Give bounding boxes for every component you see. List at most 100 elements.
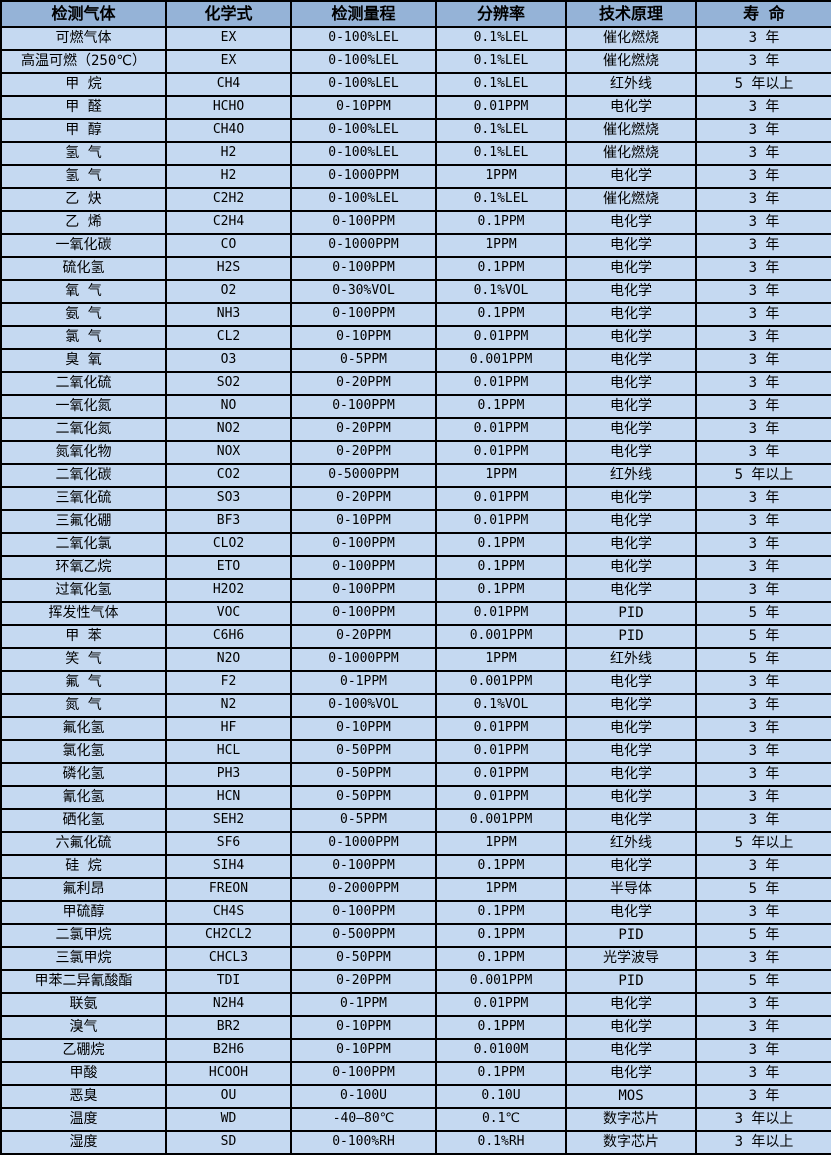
- table-row: 联氨 N2H4 0-1PPM 0.01PPM 电化学 3 年: [0, 992, 831, 1017]
- table-row: 可燃气体 EX 0-100%LEL 0.1%LEL 催化燃烧 3 年: [0, 26, 831, 51]
- cell-resolution: 1PPM: [435, 164, 567, 189]
- table-row: 甲硫醇 CH4S 0-100PPM 0.1PPM 电化学 3 年: [0, 900, 831, 925]
- cell-lifespan: 3 年: [695, 1061, 831, 1086]
- table-row: 氮 气 N2 0-100%VOL 0.1%VOL 电化学 3 年: [0, 693, 831, 718]
- cell-resolution: 0.1PPM: [435, 256, 567, 281]
- cell-range: 0-100PPM: [290, 555, 437, 580]
- cell-principle: 电化学: [565, 210, 697, 235]
- cell-gas: 氢 气: [0, 164, 167, 189]
- cell-gas: 二氧化硫: [0, 371, 167, 396]
- cell-formula: N2O: [165, 647, 292, 672]
- cell-lifespan: 3 年: [695, 118, 831, 143]
- cell-principle: 电化学: [565, 509, 697, 534]
- cell-formula: WD: [165, 1107, 292, 1132]
- cell-formula: CH4S: [165, 900, 292, 925]
- table-row: 过氧化氢 H2O2 0-100PPM 0.1PPM 电化学 3 年: [0, 578, 831, 603]
- cell-principle: 电化学: [565, 693, 697, 718]
- table-row: 氟利昂 FREON 0-2000PPM 1PPM 半导体 5 年: [0, 877, 831, 902]
- cell-resolution: 0.1PPM: [435, 302, 567, 327]
- cell-range: 0-100PPM: [290, 532, 437, 557]
- table-row: 二氧化氯 CLO2 0-100PPM 0.1PPM 电化学 3 年: [0, 532, 831, 557]
- cell-range: 0-100PPM: [290, 601, 437, 626]
- cell-principle: 电化学: [565, 440, 697, 465]
- cell-gas: 笑 气: [0, 647, 167, 672]
- cell-resolution: 0.1%VOL: [435, 693, 567, 718]
- cell-resolution: 0.0100M: [435, 1038, 567, 1063]
- cell-range: 0-5PPM: [290, 348, 437, 373]
- table-row: 一氧化氮 NO 0-100PPM 0.1PPM 电化学 3 年: [0, 394, 831, 419]
- cell-range: 0-1000PPM: [290, 647, 437, 672]
- cell-gas: 三氟化硼: [0, 509, 167, 534]
- cell-principle: 电化学: [565, 762, 697, 787]
- cell-principle: 红外线: [565, 463, 697, 488]
- cell-principle: 电化学: [565, 1061, 697, 1086]
- cell-resolution: 0.1%LEL: [435, 26, 567, 51]
- cell-range: 0-1000PPM: [290, 233, 437, 258]
- table-row: 六氟化硫 SF6 0-1000PPM 1PPM 红外线 5 年以上: [0, 831, 831, 856]
- cell-formula: CL2: [165, 325, 292, 350]
- cell-gas: 硫化氢: [0, 256, 167, 281]
- cell-range: 0-2000PPM: [290, 877, 437, 902]
- cell-formula: F2: [165, 670, 292, 695]
- cell-formula: SIH4: [165, 854, 292, 879]
- cell-resolution: 0.1%LEL: [435, 187, 567, 212]
- cell-formula: SO2: [165, 371, 292, 396]
- cell-formula: H2S: [165, 256, 292, 281]
- cell-gas: 可燃气体: [0, 26, 167, 51]
- cell-formula: SO3: [165, 486, 292, 511]
- cell-gas: 乙 烯: [0, 210, 167, 235]
- cell-range: 0-100PPM: [290, 1061, 437, 1086]
- cell-formula: CH4: [165, 72, 292, 97]
- header-range: 检测量程: [290, 0, 437, 28]
- cell-resolution: 1PPM: [435, 233, 567, 258]
- cell-gas: 甲 醛: [0, 95, 167, 120]
- cell-range: 0-10PPM: [290, 716, 437, 741]
- cell-gas: 氮 气: [0, 693, 167, 718]
- table-row: 笑 气 N2O 0-1000PPM 1PPM 红外线 5 年: [0, 647, 831, 672]
- cell-resolution: 0.1PPM: [435, 532, 567, 557]
- table-row: 二氧化硫 SO2 0-20PPM 0.01PPM 电化学 3 年: [0, 371, 831, 396]
- table-row: 甲 烷 CH4 0-100%LEL 0.1%LEL 红外线 5 年以上: [0, 72, 831, 97]
- cell-lifespan: 3 年: [695, 670, 831, 695]
- cell-range: 0-20PPM: [290, 486, 437, 511]
- cell-principle: 电化学: [565, 394, 697, 419]
- cell-lifespan: 3 年: [695, 486, 831, 511]
- cell-resolution: 0.1PPM: [435, 946, 567, 971]
- cell-principle: 催化燃烧: [565, 118, 697, 143]
- cell-range: 0-100%LEL: [290, 26, 437, 51]
- cell-range: 0-100%LEL: [290, 187, 437, 212]
- cell-lifespan: 3 年: [695, 532, 831, 557]
- cell-range: 0-20PPM: [290, 440, 437, 465]
- cell-gas: 一氧化碳: [0, 233, 167, 258]
- cell-resolution: 0.1PPM: [435, 1015, 567, 1040]
- cell-lifespan: 3 年: [695, 785, 831, 810]
- cell-lifespan: 5 年以上: [695, 463, 831, 488]
- cell-gas: 甲 苯: [0, 624, 167, 649]
- cell-principle: 催化燃烧: [565, 49, 697, 74]
- table-row: 氧 气 O2 0-30%VOL 0.1%VOL 电化学 3 年: [0, 279, 831, 304]
- cell-gas: 挥发性气体: [0, 601, 167, 626]
- cell-lifespan: 3 年: [695, 348, 831, 373]
- cell-formula: C2H2: [165, 187, 292, 212]
- cell-lifespan: 5 年: [695, 969, 831, 994]
- table-body: 可燃气体 EX 0-100%LEL 0.1%LEL 催化燃烧 3 年 高温可燃（…: [0, 26, 831, 1155]
- cell-formula: NOX: [165, 440, 292, 465]
- table-row: 二氧化氮 NO2 0-20PPM 0.01PPM 电化学 3 年: [0, 417, 831, 442]
- cell-resolution: 1PPM: [435, 647, 567, 672]
- cell-lifespan: 3 年: [695, 739, 831, 764]
- cell-gas: 二氧化氮: [0, 417, 167, 442]
- cell-range: 0-100%LEL: [290, 118, 437, 143]
- table-row: 乙 炔 C2H2 0-100%LEL 0.1%LEL 催化燃烧 3 年: [0, 187, 831, 212]
- cell-lifespan: 3 年: [695, 417, 831, 442]
- cell-principle: 数字芯片: [565, 1130, 697, 1155]
- table-row: 氢 气 H2 0-100%LEL 0.1%LEL 催化燃烧 3 年: [0, 141, 831, 166]
- cell-resolution: 0.1%LEL: [435, 72, 567, 97]
- cell-resolution: 0.01PPM: [435, 95, 567, 120]
- cell-principle: 电化学: [565, 555, 697, 580]
- cell-gas: 二氯甲烷: [0, 923, 167, 948]
- cell-resolution: 0.001PPM: [435, 670, 567, 695]
- cell-gas: 氯化氢: [0, 739, 167, 764]
- cell-resolution: 0.1%VOL: [435, 279, 567, 304]
- cell-principle: PID: [565, 601, 697, 626]
- table-row: 氟化氢 HF 0-10PPM 0.01PPM 电化学 3 年: [0, 716, 831, 741]
